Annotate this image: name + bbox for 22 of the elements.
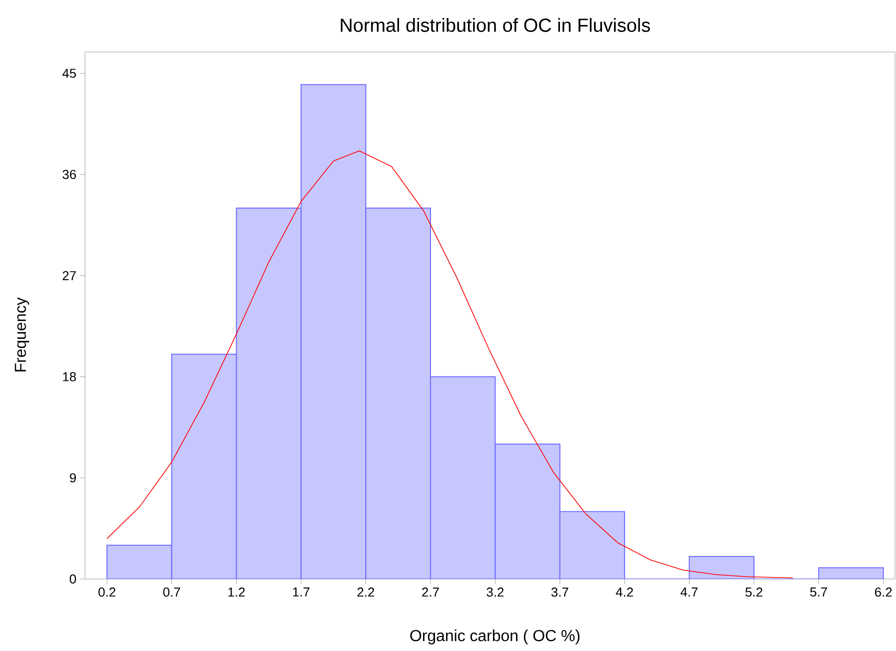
x-tick-label: 1.7 — [293, 588, 310, 596]
y-axis-title: Frequency — [14, 297, 30, 372]
x-tick-label: 2.7 — [422, 588, 439, 597]
y-tick-label: 45 — [62, 68, 76, 78]
x-tick-label: 3.7 — [551, 588, 568, 597]
x-tick-label: 0.7 — [163, 588, 180, 597]
chart-title: Normal distribution of OC in Fluvisols — [340, 18, 650, 32]
y-tick-label: 9 — [70, 473, 76, 482]
y-tick-label: 18 — [63, 372, 76, 382]
x-tick-label: 2.2 — [357, 588, 374, 597]
x-tick-label: 5.7 — [810, 588, 828, 597]
x-tick-label: 4.2 — [616, 588, 633, 597]
x-axis-title: Organic carbon ( OC %) — [410, 630, 580, 644]
x-tick-label: 1.2 — [228, 588, 245, 597]
x-tick-label: 6.2 — [875, 588, 892, 597]
x-tick-label: 4.7 — [680, 588, 698, 596]
x-tick-label: 3.2 — [486, 588, 504, 597]
y-tick-label: 27 — [62, 271, 76, 280]
y-tick-label: 0 — [70, 574, 76, 584]
x-tick-label: 0.2 — [98, 588, 116, 597]
y-tick-label: 36 — [62, 170, 76, 180]
x-tick-label: 5.2 — [745, 588, 762, 597]
